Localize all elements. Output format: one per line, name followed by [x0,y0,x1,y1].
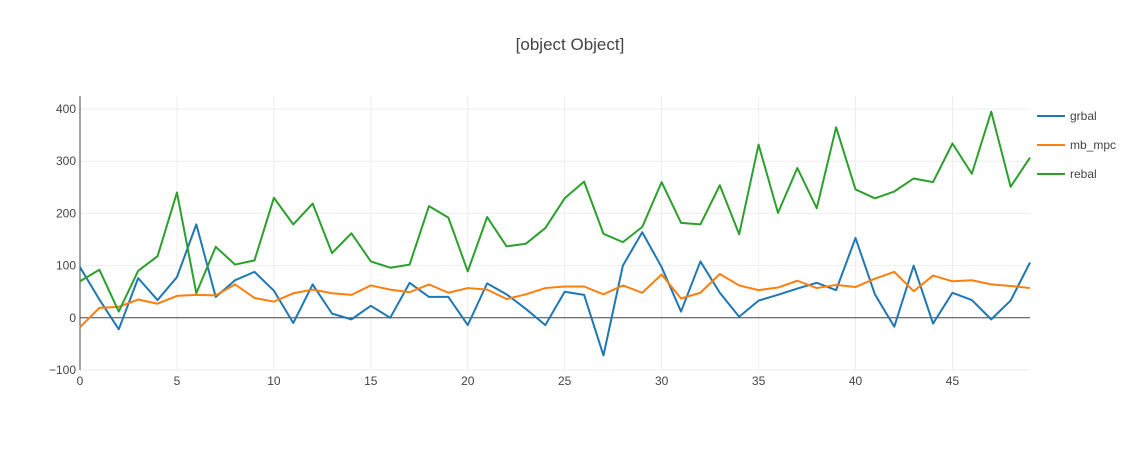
x-tick-label: 45 [946,374,960,388]
x-tick-label: 15 [364,374,378,388]
series-group [79,110,1031,357]
legend-item-grbal[interactable]: grbal [1037,109,1097,123]
chart-title: [object Object] [516,35,625,54]
series-line-grbal [79,223,1031,357]
x-tick-label: 25 [558,374,572,388]
legend-item-rebal[interactable]: rebal [1037,167,1097,181]
legend-item-mb-mpc[interactable]: mb_mpc [1037,138,1116,152]
series-line-mb-mpc [79,270,1031,328]
x-tick-label: 0 [77,374,84,388]
legend-label: grbal [1070,109,1097,123]
y-tick-label: 0 [69,311,76,325]
y-tick-label: 100 [56,259,76,273]
y-tick-label: 400 [56,102,76,116]
x-tick-label: 35 [752,374,766,388]
x-tick-label: 20 [461,374,475,388]
series-line-rebal [79,110,1031,313]
grid [80,96,1030,371]
x-tick-label: 30 [655,374,669,388]
x-tick-label: 10 [267,374,281,388]
x-tick-label: 5 [174,374,181,388]
legend-label: rebal [1070,167,1097,181]
x-tick-label: 40 [849,374,863,388]
y-tick-label: −100 [49,363,76,377]
y-tick-label: 200 [56,206,76,220]
y-tick-label: 300 [56,154,76,168]
legend-label: mb_mpc [1070,138,1116,152]
